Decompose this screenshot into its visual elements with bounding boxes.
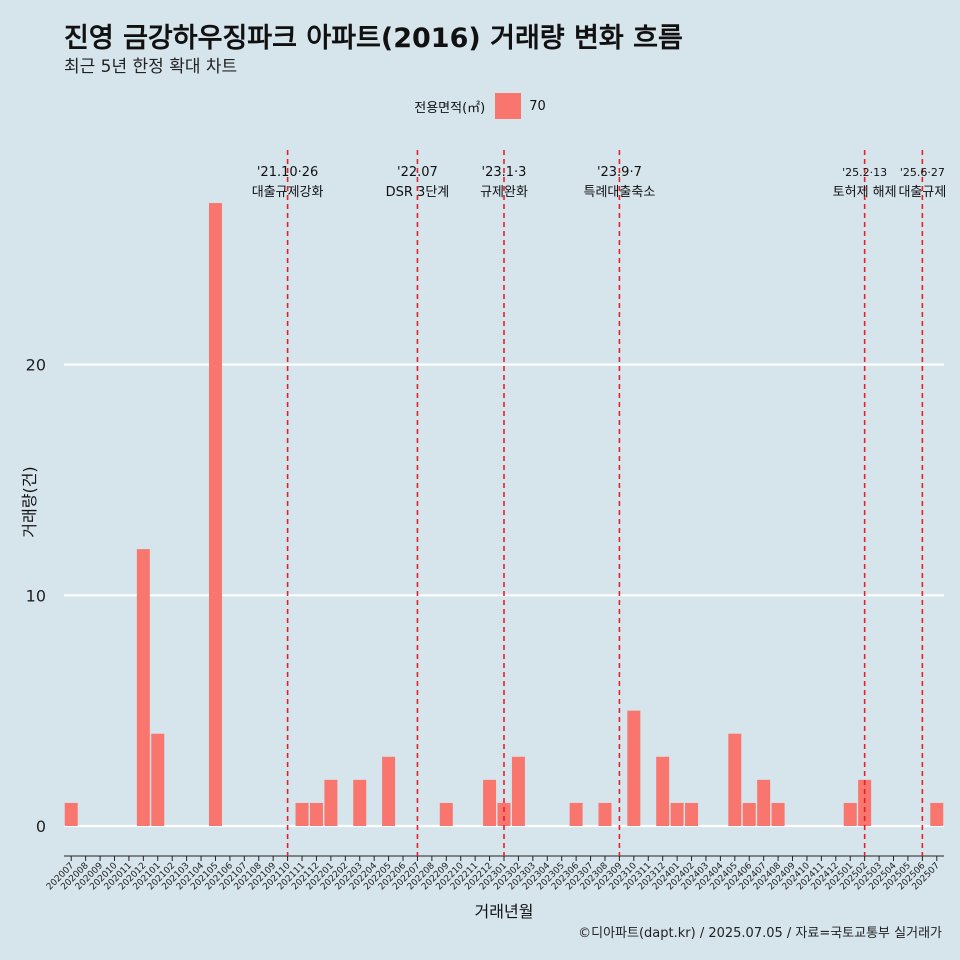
bar: [843, 802, 857, 827]
bar: [757, 779, 771, 827]
bar: [569, 802, 583, 827]
annotation-label: 토허제 해제: [833, 185, 897, 200]
y-tick-label: 10: [26, 586, 46, 605]
bar: [295, 802, 309, 827]
bar: [670, 802, 684, 827]
bar: [64, 802, 78, 827]
legend-entry-label: 70: [529, 98, 546, 114]
bar: [136, 549, 150, 827]
legend-title: 전용면적(㎡): [414, 100, 486, 116]
annotation-label: 대출규제: [898, 185, 946, 200]
bar: [353, 779, 367, 827]
legend: 전용면적(㎡) 70: [0, 93, 960, 119]
bar: [324, 779, 338, 827]
y-tick-label: 0: [36, 817, 46, 836]
bar: [742, 802, 756, 827]
bar: [439, 802, 453, 827]
legend-swatch: [495, 93, 522, 119]
bar: [497, 802, 511, 827]
source-caption: ©디아파트(dapt.kr) / 2025.07.05 / 자료=국토교통부 실…: [578, 926, 942, 941]
bar: [208, 203, 222, 827]
bar: [685, 802, 699, 827]
bar: [309, 802, 323, 827]
annotation-date: '25.2·13: [842, 166, 887, 179]
bar: [930, 802, 944, 827]
x-axis-label: 거래년월: [474, 902, 534, 921]
bar: [656, 756, 670, 827]
y-axis-label: 거래량(건): [20, 466, 39, 538]
annotation-date: '23.9·7: [597, 165, 642, 180]
bar: [627, 710, 641, 827]
annotation-label: 대출규제강화: [252, 185, 324, 200]
chart-subtitle: 최근 5년 한정 확대 차트: [64, 57, 238, 77]
annotation-label: 규제완화: [480, 185, 528, 200]
bar: [598, 802, 612, 827]
annotation-date: '22.07: [397, 165, 438, 180]
chart-title: 진영 금강하우징파크 아파트(2016) 거래량 변화 흐름: [64, 23, 683, 54]
annotation-date: '23.1·3: [482, 165, 527, 180]
bar: [483, 779, 497, 827]
bar: [382, 756, 396, 827]
annotation-label: 특례대출축소: [584, 185, 656, 200]
annotation-label: DSR 3단계: [386, 185, 450, 200]
bar: [771, 802, 785, 827]
y-tick-label: 20: [26, 356, 46, 375]
bar: [511, 756, 525, 827]
bar: [151, 733, 165, 827]
annotation-date: '21.10·26: [257, 165, 318, 180]
bar: [728, 733, 742, 827]
annotation-date: '25.6·27: [900, 166, 945, 179]
